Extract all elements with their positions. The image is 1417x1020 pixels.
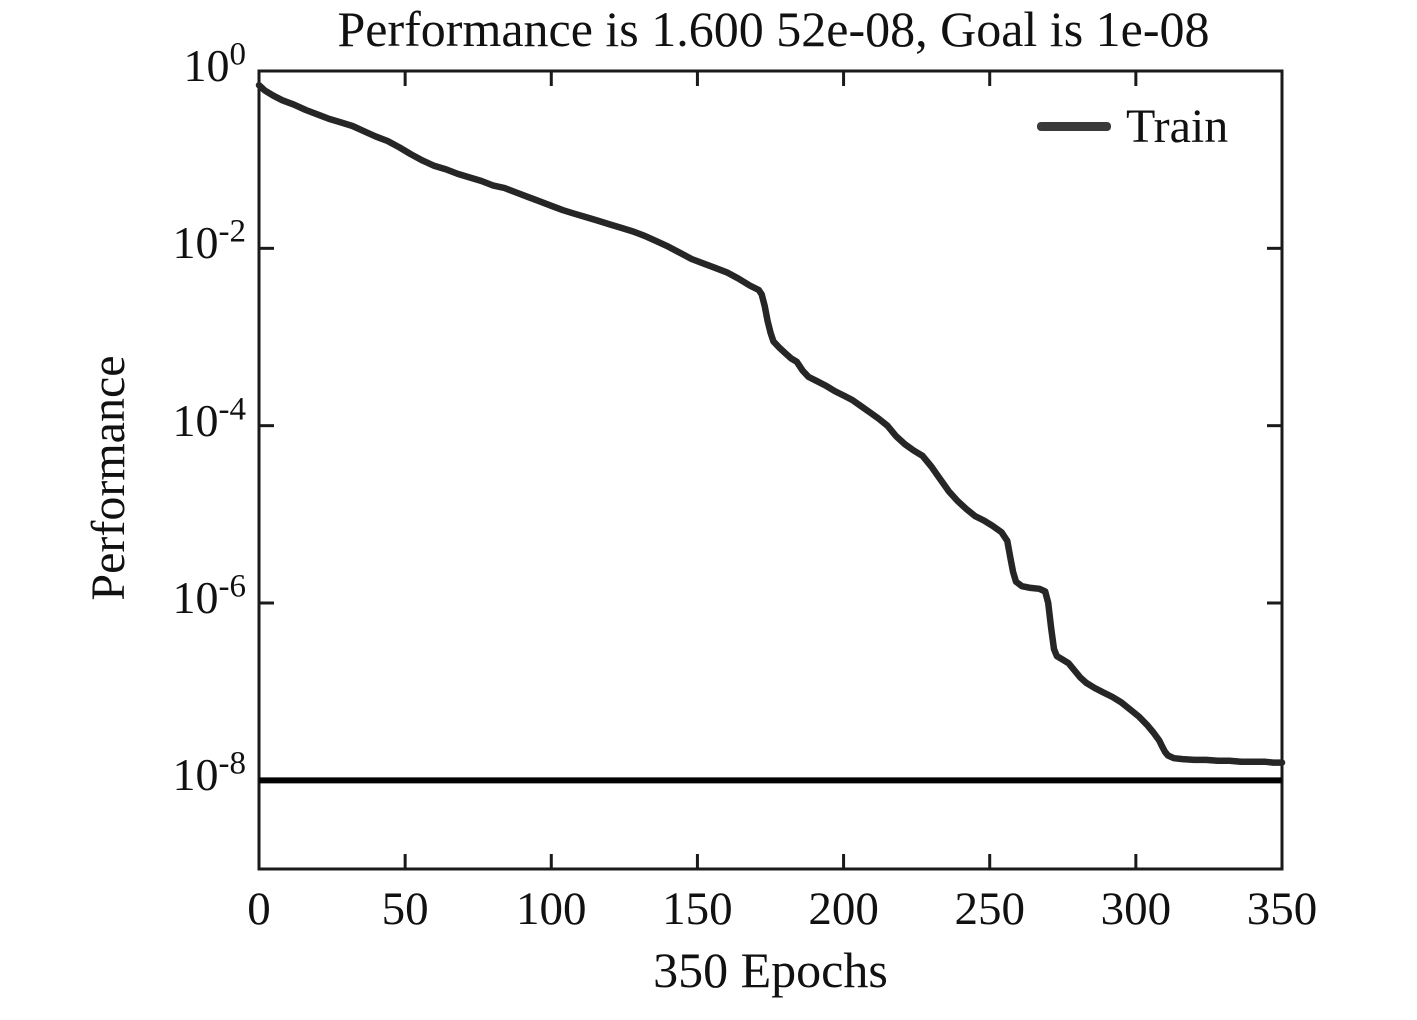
- y-tick-label-1e-2: 10-2: [172, 214, 247, 269]
- legend-line-sample: [1037, 122, 1111, 131]
- x-tick-label-300: 300: [1100, 883, 1172, 935]
- y-tick-label-1e-4: 10-4: [172, 391, 247, 446]
- x-tick-label-50: 50: [381, 883, 429, 935]
- train-curve: [255, 81, 1286, 766]
- axis-box: [257, 69, 1284, 871]
- x-axis-label: 350 Epochs: [653, 942, 888, 998]
- chart-title: Performance is 1.600 52e-08, Goal is 1e-…: [337, 1, 1210, 57]
- y-tick-label-1e0: 100: [183, 36, 247, 91]
- x-tick-label-0: 0: [247, 883, 271, 935]
- x-tick-label-100: 100: [516, 883, 587, 935]
- x-tick-label-350: 350: [1246, 883, 1318, 935]
- legend-label-train: Train: [1126, 100, 1229, 153]
- x-tick-label-250: 250: [954, 883, 1025, 935]
- y-tick-label-1e-6: 10-6: [172, 568, 247, 623]
- x-tick-label-200: 200: [808, 883, 879, 935]
- x-tick-label-150: 150: [662, 883, 733, 935]
- y-tick-label-1e-8: 10-8: [172, 746, 247, 801]
